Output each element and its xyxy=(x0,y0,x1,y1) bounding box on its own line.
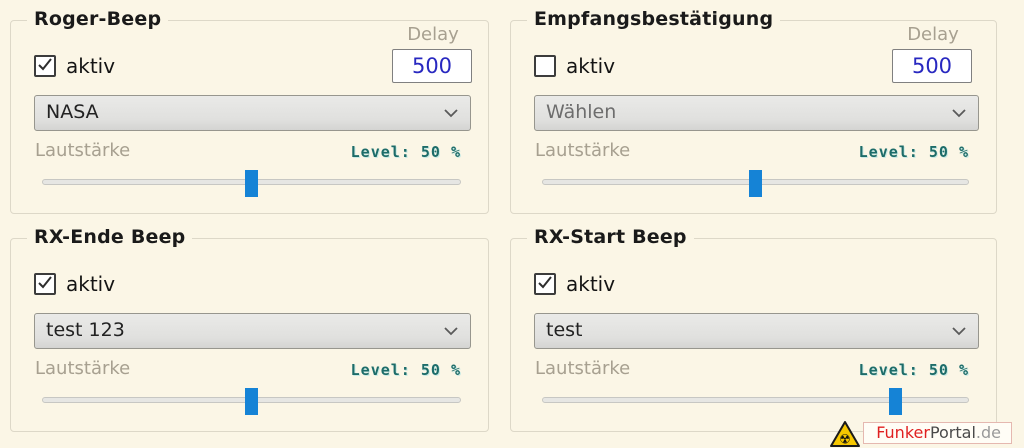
aktiv-label: aktiv xyxy=(566,272,616,296)
aktiv-label: aktiv xyxy=(66,272,116,296)
dropdown-value: NASA xyxy=(46,101,99,123)
level-readout: Level: 50 % xyxy=(350,143,461,161)
volume-label: Lautstärke xyxy=(535,140,631,161)
group-rx-start-beep: RX-Start Beep aktiv test Lautstärke Leve… xyxy=(510,226,997,432)
group-roger-beep: Roger-Beep Delay aktiv NASA Lautstärke L… xyxy=(10,8,489,214)
volume-slider-handle[interactable] xyxy=(245,170,258,197)
funkerportal-watermark: ☢ FunkerPortal.de xyxy=(829,420,1012,448)
delay-label: Delay xyxy=(907,24,959,45)
volume-slider-handle[interactable] xyxy=(245,388,258,415)
group-rx-ende-beep: RX-Ende Beep aktiv test 123 Lautstärke L… xyxy=(10,226,489,432)
volume-slider-track[interactable] xyxy=(42,170,461,197)
radiation-warning-icon: ☢ xyxy=(830,421,861,448)
check-icon xyxy=(538,276,552,289)
volume-label: Lautstärke xyxy=(35,358,131,379)
aktiv-checkbox[interactable] xyxy=(34,55,56,77)
delay-input[interactable] xyxy=(392,49,472,83)
aktiv-checkbox[interactable] xyxy=(534,55,556,77)
aktiv-checkbox[interactable] xyxy=(534,273,556,295)
chevron-down-icon xyxy=(952,327,966,336)
group-title: Empfangsbestätigung xyxy=(527,8,781,30)
aktiv-label: aktiv xyxy=(66,54,116,78)
sound-dropdown[interactable]: NASA xyxy=(34,95,471,131)
sound-dropdown[interactable]: test xyxy=(534,313,979,349)
volume-slider-track[interactable] xyxy=(542,388,969,415)
volume-slider-handle[interactable] xyxy=(889,388,903,415)
aktiv-label: aktiv xyxy=(566,54,616,78)
volume-slider-handle[interactable] xyxy=(749,170,762,197)
watermark-label: FunkerPortal.de xyxy=(863,422,1012,444)
level-readout: Level: 50 % xyxy=(350,361,461,379)
level-readout: Level: 50 % xyxy=(858,361,969,379)
chevron-down-icon xyxy=(444,327,458,336)
watermark-funker: Funker xyxy=(876,423,930,442)
group-title: Roger-Beep xyxy=(27,8,169,30)
dropdown-value: test 123 xyxy=(46,319,125,341)
volume-label: Lautstärke xyxy=(535,358,631,379)
dropdown-value: test xyxy=(546,319,583,341)
svg-text:☢: ☢ xyxy=(839,433,851,448)
dropdown-value: Wählen xyxy=(546,101,617,123)
check-icon xyxy=(38,58,52,71)
group-empfangsbestaetigung: Empfangsbestätigung Delay aktiv Wählen L… xyxy=(510,8,997,214)
volume-label: Lautstärke xyxy=(35,140,131,161)
volume-slider-track[interactable] xyxy=(542,170,969,197)
delay-input[interactable] xyxy=(892,49,972,83)
watermark-portal: Portal xyxy=(929,423,976,442)
aktiv-checkbox[interactable] xyxy=(34,273,56,295)
group-title: RX-Start Beep xyxy=(527,226,694,248)
chevron-down-icon xyxy=(952,109,966,118)
check-icon xyxy=(38,276,52,289)
level-readout: Level: 50 % xyxy=(858,143,969,161)
sound-dropdown[interactable]: Wählen xyxy=(534,95,979,131)
chevron-down-icon xyxy=(444,109,458,118)
group-title: RX-Ende Beep xyxy=(27,226,193,248)
watermark-de: .de xyxy=(975,423,1001,442)
delay-label: Delay xyxy=(407,24,459,45)
volume-slider-track[interactable] xyxy=(42,388,461,415)
sound-dropdown[interactable]: test 123 xyxy=(34,313,471,349)
